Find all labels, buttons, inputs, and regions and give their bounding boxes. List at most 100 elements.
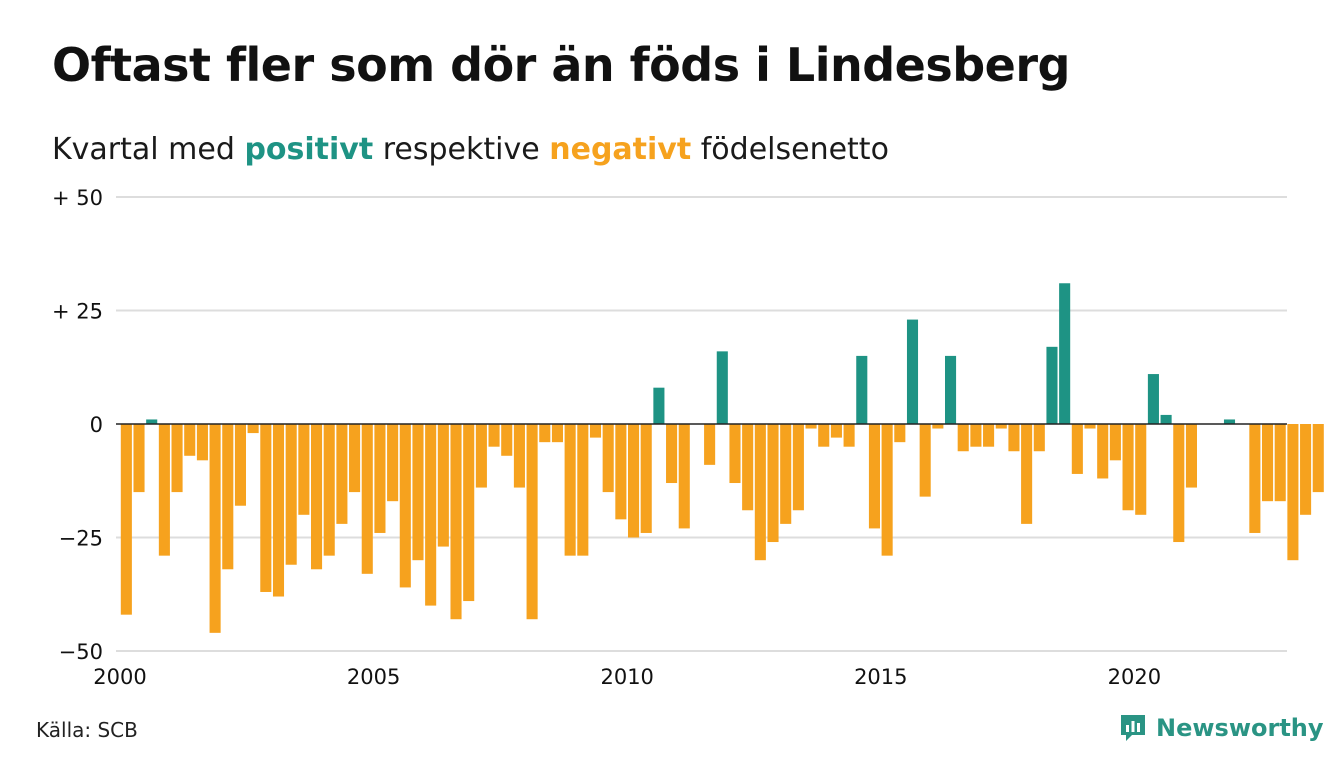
bar — [716, 351, 728, 424]
bar — [1021, 424, 1033, 524]
bar — [1249, 424, 1261, 533]
x-tick-label: 2010 — [600, 665, 653, 689]
bar — [1287, 424, 1299, 561]
bar — [298, 424, 310, 515]
subtitle-prefix: Kvartal med — [52, 132, 235, 167]
bar — [1109, 424, 1121, 461]
bar — [336, 424, 348, 524]
bar — [272, 424, 285, 597]
bar — [881, 424, 893, 556]
subtitle-negative-word: negativt — [549, 132, 692, 167]
bar — [501, 424, 513, 456]
bar — [792, 424, 804, 511]
bar — [1147, 374, 1159, 424]
source-label: Källa: SCB — [36, 718, 138, 742]
bar — [704, 424, 716, 465]
bar — [349, 424, 361, 493]
bar — [1274, 424, 1286, 502]
brand-name: Newsworthy — [1156, 714, 1324, 742]
bar — [729, 424, 741, 484]
bar — [906, 319, 919, 424]
bar — [589, 424, 602, 438]
y-tick-label: −50 — [59, 640, 103, 664]
bar — [361, 424, 373, 574]
bar — [868, 424, 880, 529]
bar — [1046, 346, 1058, 424]
bar — [285, 424, 297, 565]
y-tick-label: + 25 — [52, 300, 103, 324]
bar — [742, 424, 754, 511]
bar — [513, 424, 525, 488]
bar — [628, 424, 640, 538]
y-tick-label: −25 — [59, 527, 103, 551]
bar — [551, 424, 563, 443]
bar — [995, 424, 1007, 429]
bar — [919, 424, 931, 497]
bar — [133, 424, 145, 493]
bar — [1300, 424, 1312, 515]
bar — [1312, 424, 1324, 493]
x-tick-label: 2000 — [93, 665, 146, 689]
bar — [1223, 419, 1236, 424]
bar — [653, 387, 665, 424]
bar — [463, 424, 475, 602]
bar — [488, 424, 500, 447]
bar — [1033, 424, 1045, 452]
bar — [564, 424, 576, 556]
bar — [830, 424, 842, 438]
bar — [171, 424, 183, 493]
bar — [666, 424, 678, 484]
bar — [412, 424, 424, 561]
bar — [970, 424, 982, 447]
bar — [602, 424, 614, 493]
bar — [146, 419, 158, 424]
bar — [323, 424, 335, 556]
chart-title: Oftast fler som dör än föds i Lindesberg — [52, 38, 1070, 92]
bar — [184, 424, 196, 456]
bar — [374, 424, 386, 533]
subtitle-middle: respektive — [382, 132, 540, 167]
bar — [158, 424, 170, 556]
bar — [678, 424, 690, 529]
bar — [818, 424, 830, 447]
x-tick-label: 2015 — [854, 665, 907, 689]
bar — [805, 424, 817, 429]
bar — [932, 424, 944, 429]
bar — [475, 424, 487, 488]
bar — [311, 424, 323, 570]
bar — [1084, 424, 1096, 429]
newsworthy-logo-icon — [1121, 715, 1145, 741]
bar — [1071, 424, 1083, 474]
bar — [1135, 424, 1147, 515]
bar — [247, 424, 259, 434]
bar — [387, 424, 399, 502]
bar — [1173, 424, 1185, 543]
bar — [1008, 424, 1020, 452]
bar — [1059, 283, 1071, 424]
y-tick-label: + 50 — [52, 186, 103, 210]
bar — [539, 424, 551, 443]
bar — [1097, 424, 1109, 479]
bar — [1160, 414, 1172, 424]
bar — [615, 424, 627, 520]
bar — [780, 424, 792, 524]
bar — [1262, 424, 1274, 502]
brand-logo: Newsworthy — [1118, 712, 1324, 744]
bar — [640, 424, 652, 533]
bar — [260, 424, 272, 592]
bar — [399, 424, 411, 588]
bar — [945, 355, 957, 424]
bar — [234, 424, 246, 506]
x-tick-label: 2005 — [347, 665, 400, 689]
bar — [957, 424, 969, 452]
x-tick-label: 2020 — [1108, 665, 1161, 689]
bar — [209, 424, 221, 633]
subtitle-suffix: födelsenetto — [700, 132, 889, 167]
bar — [1122, 424, 1134, 511]
chart-subtitle: Kvartal med positivt respektive negativt… — [52, 132, 889, 167]
bar — [526, 424, 538, 620]
bar — [437, 424, 449, 547]
bar — [983, 424, 995, 447]
bar — [196, 424, 208, 461]
